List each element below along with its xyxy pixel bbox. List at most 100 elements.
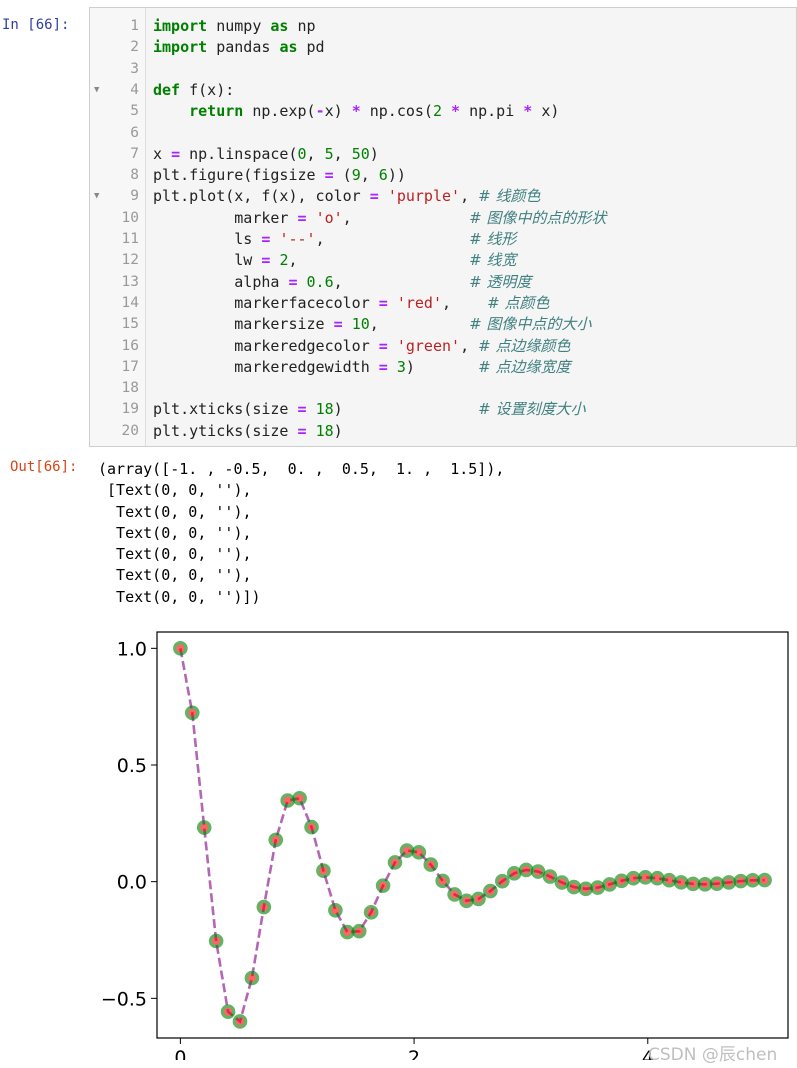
code-text: return np.exp(-x) * np.cos(2 * np.pi * x… [189, 102, 560, 121]
data-point [459, 893, 474, 909]
data-point [745, 872, 761, 888]
data-point [447, 887, 462, 902]
line-number: 6 [130, 124, 139, 141]
data-point [244, 970, 260, 986]
code-line[interactable]: 20 plt.yticks(size = 18) [90, 421, 797, 442]
line-number: 8 [130, 167, 139, 184]
data-point [554, 875, 570, 890]
data-point [340, 924, 355, 940]
code-line[interactable]: 17 markeredgewidth = 3) # 点边缘宽度 [90, 357, 797, 378]
code-text: plt.figure(figsize = (9, 6)) [153, 166, 406, 185]
x-tick-label: 2 [408, 1047, 420, 1060]
line-number: 19 [121, 401, 139, 418]
code-line[interactable]: 7 x = np.linspace(0, 5, 50) [90, 144, 797, 165]
code-line[interactable]: 8 plt.figure(figsize = (9, 6)) [90, 165, 797, 186]
code-line[interactable]: 14 markerfacecolor = 'red', # 点颜色 [90, 293, 797, 314]
data-point [685, 876, 701, 892]
fold-arrow-icon[interactable]: ▼ [94, 84, 100, 95]
code-line[interactable]: 13 alpha = 0.6, # 透明度 [90, 272, 797, 293]
data-point [304, 819, 319, 835]
input-prompt: In [66]: [2, 17, 70, 33]
y-tick-label: 1.0 [117, 638, 147, 660]
output-prompt: Out[66]: [10, 459, 78, 475]
line-number: 9 [130, 188, 139, 205]
line-number: 12 [121, 252, 139, 269]
code-line[interactable]: 1 import numpy as np [90, 16, 797, 37]
code-text: markeredgewidth = 3) # 点边缘宽度 [153, 357, 571, 376]
line-number: 20 [121, 422, 139, 439]
data-point [184, 705, 200, 721]
data-point [411, 845, 427, 860]
code-text: x = np.linspace(0, 5, 50) [153, 144, 379, 163]
data-point [626, 870, 641, 886]
code-text: import numpy as np [153, 17, 316, 35]
data-point [721, 875, 737, 890]
code-text: markersize = 10, # 图像中点的大小 [153, 315, 592, 334]
line-number: 13 [121, 273, 139, 290]
data-point [506, 866, 522, 881]
data-point [280, 793, 295, 808]
line-number: 5 [130, 103, 139, 120]
code-text: ls = '--', # 线形 [153, 230, 517, 248]
code-line[interactable]: 18 [90, 378, 797, 399]
data-point [220, 1004, 236, 1019]
code-line[interactable]: 9 ▼ plt.plot(x, f(x), color = 'purple', # … [90, 186, 797, 207]
data-point [292, 790, 307, 806]
code-line[interactable]: 15 markersize = 10, # 图像中点的大小 [90, 314, 797, 335]
code-line[interactable]: 10 marker = 'o', # 图像中的点的形状 [90, 208, 797, 229]
data-point [208, 933, 224, 949]
data-point [602, 877, 617, 892]
data-point [435, 873, 450, 889]
data-point [232, 1014, 248, 1029]
code-cell[interactable]: 1 import numpy as np 2 import pandas as pd 3… [89, 7, 797, 447]
code-line[interactable]: 11 ls = '--', # 线形 [90, 229, 797, 250]
code-line[interactable]: 3 [90, 59, 797, 80]
y-tick-label: 0.5 [117, 755, 147, 777]
data-point [471, 891, 486, 907]
data-point [757, 872, 772, 888]
data-point [399, 843, 415, 858]
data-point [328, 903, 343, 918]
code-text: def f(x): [153, 80, 235, 99]
data-point [268, 832, 284, 848]
line-number: 10 [121, 209, 139, 226]
code-text: marker = 'o', # 图像中的点的形状 [153, 208, 607, 227]
data-point [638, 870, 653, 885]
data-point [351, 923, 367, 939]
line-number: 2 [130, 39, 139, 56]
code-line[interactable]: 12 lw = 2, # 线宽 [90, 250, 797, 271]
output-text: (array([-1. , -0.5, 0. , 0.5, 1. , 1.5])… [98, 460, 505, 606]
data-point [423, 857, 439, 872]
data-point [363, 905, 379, 920]
data-point [375, 878, 391, 893]
line-number: 4 [130, 81, 139, 98]
data-point [650, 870, 665, 886]
code-line[interactable]: 2 import pandas as pd [90, 37, 797, 58]
code-text: alpha = 0.6, # 透明度 [153, 272, 532, 291]
x-tick-label: 0 [174, 1047, 186, 1060]
data-point [483, 883, 498, 899]
code-line[interactable]: 16 markeredgecolor = 'green', # 点边缘颜色 [90, 336, 797, 357]
data-point [316, 863, 331, 879]
data-point [518, 862, 534, 878]
watermark: CSDN @辰chen [648, 1045, 778, 1065]
code-line[interactable]: 19 plt.xticks(size = 18) # 设置刻度大小 [90, 399, 797, 420]
fold-arrow-icon[interactable]: ▼ [94, 191, 100, 202]
code-line[interactable]: 6 [90, 123, 797, 144]
data-point [697, 876, 713, 892]
code-text: plt.plot(x, f(x), color = 'purple', # 线颜… [153, 187, 541, 206]
line-number: 1 [130, 18, 139, 34]
y-tick-label: 0.0 [117, 872, 147, 894]
data-point [530, 864, 546, 879]
data-point [256, 899, 272, 915]
data-point [673, 875, 689, 890]
plot-figure: 1.0 0.5 0.0 −0.5 0 2 4 [96, 620, 796, 1068]
code-line[interactable]: 5 return np.exp(-x) * np.cos(2 * np.pi *… [90, 101, 797, 122]
code-line[interactable]: 4 ▼ def f(x): [90, 80, 797, 101]
line-number: 14 [121, 294, 139, 311]
line-chart: 1.00.50.0−0.50 2 4 [101, 631, 789, 1068]
plot-frame [156, 631, 789, 1039]
data-point [542, 869, 558, 884]
line-number: 7 [130, 145, 139, 162]
data-point [387, 855, 403, 870]
